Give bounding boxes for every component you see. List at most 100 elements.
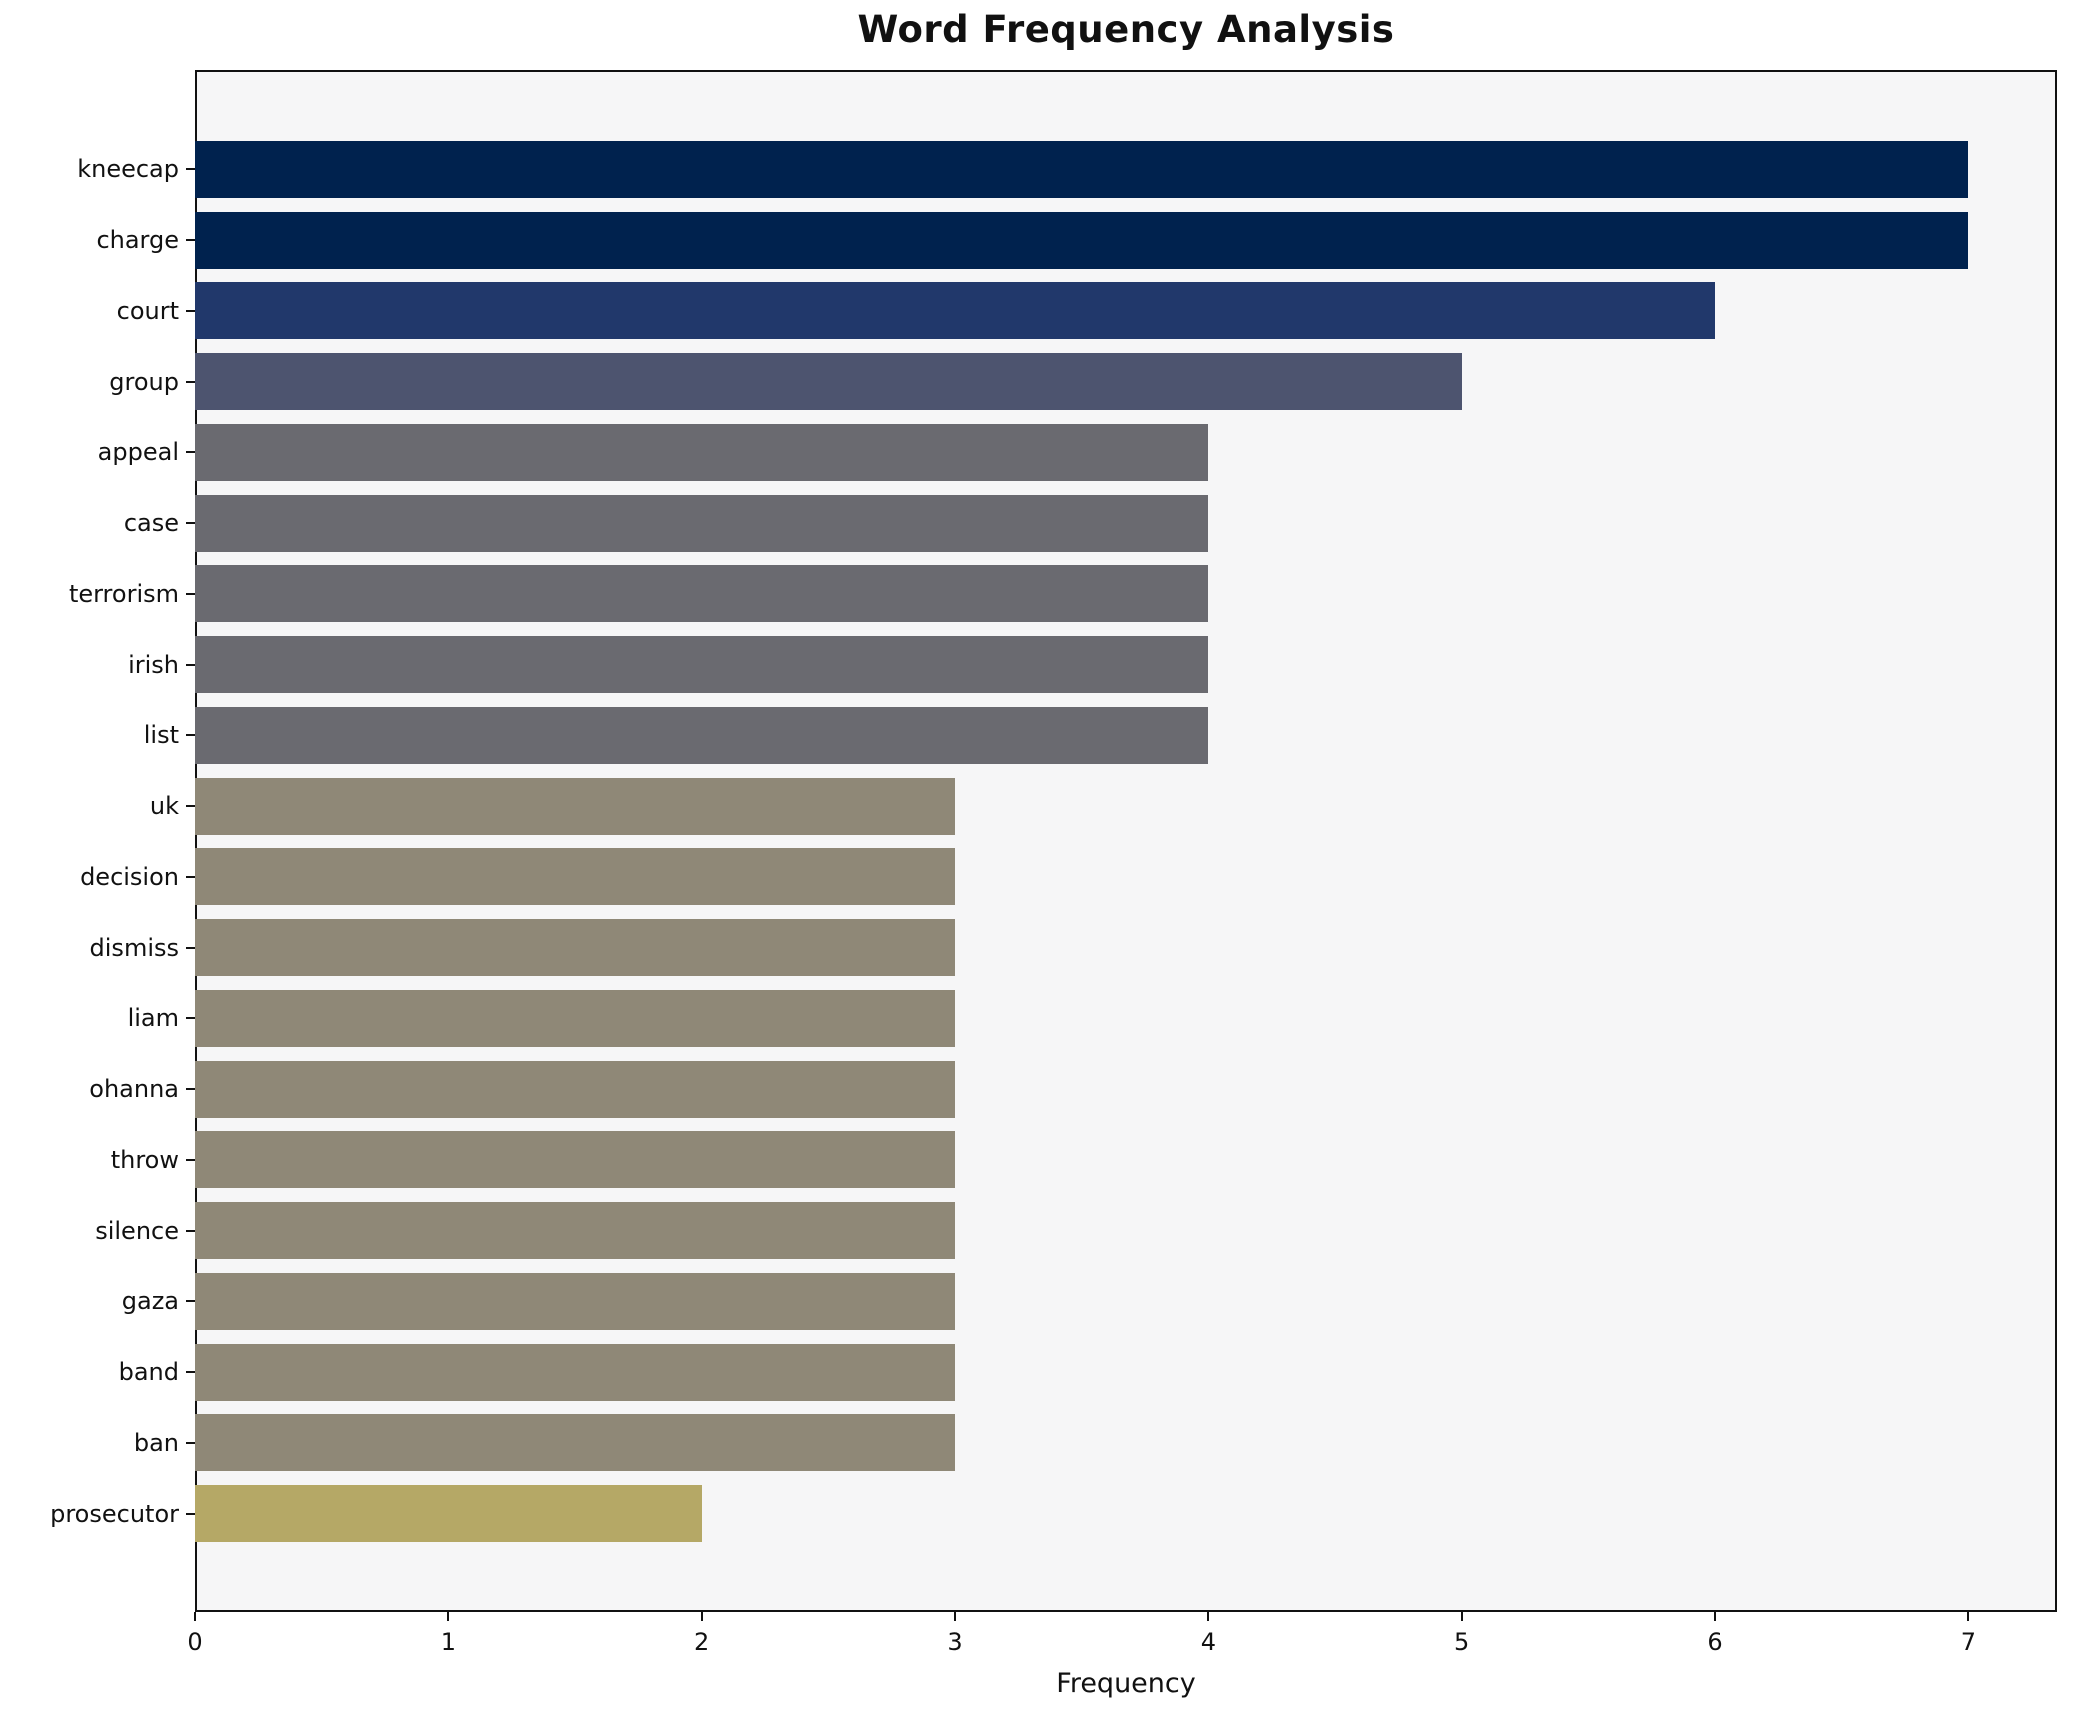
bar [195, 423, 1209, 481]
bar [195, 1414, 955, 1472]
bar-row: decision [0, 842, 2057, 913]
y-tick-label: silence [95, 1216, 179, 1245]
bar-track [195, 346, 2057, 417]
y-axis-label-cell: band [0, 1360, 195, 1384]
bar-track [195, 134, 2057, 205]
bar-track [195, 1266, 2057, 1337]
y-tick-mark [186, 663, 195, 666]
bar-track [195, 912, 2057, 983]
bar [195, 636, 1209, 694]
bar-track [195, 771, 2057, 842]
bar-track [195, 629, 2057, 700]
y-tick-mark [186, 1300, 195, 1303]
bar [195, 1131, 955, 1189]
bar-row: charge [0, 205, 2057, 276]
x-tick-mark [1714, 1612, 1716, 1621]
y-axis-label-cell: dismiss [0, 936, 195, 960]
x-tick-label: 0 [187, 1628, 203, 1656]
x-tick-mark [447, 1612, 450, 1621]
y-tick-label: gaza [121, 1287, 179, 1316]
bar-track [195, 983, 2057, 1054]
y-tick-label: liam [127, 1004, 179, 1033]
bar-track [195, 700, 2057, 771]
bar [195, 282, 1715, 340]
y-axis-label-cell: ohanna [0, 1077, 195, 1101]
y-tick-label: terrorism [68, 579, 179, 608]
bar-track [195, 205, 2057, 276]
bar-row: appeal [0, 417, 2057, 488]
bar [195, 140, 1969, 198]
y-tick-label: band [118, 1358, 179, 1387]
bar-row: dismiss [0, 912, 2057, 983]
bar-row: uk [0, 771, 2057, 842]
y-tick-mark [186, 1229, 195, 1232]
bar-row: court [0, 276, 2057, 347]
bar-row: prosecutor [0, 1478, 2057, 1549]
y-tick-label: kneecap [77, 155, 179, 184]
y-tick-mark [186, 805, 195, 808]
bar-track [195, 276, 2057, 347]
x-tick-label: 5 [1454, 1628, 1470, 1656]
bar [195, 211, 1969, 269]
bar-row: liam [0, 983, 2057, 1054]
bar [195, 1060, 955, 1118]
y-axis-label-cell: group [0, 370, 195, 394]
bar-row: gaza [0, 1266, 2057, 1337]
x-tick-label: 3 [947, 1628, 963, 1656]
x-tick-label: 4 [1200, 1628, 1216, 1656]
x-tick-mark [1460, 1612, 1463, 1621]
y-axis-label-cell: kneecap [0, 157, 195, 181]
bar [195, 1272, 955, 1330]
y-axis-label-cell: decision [0, 865, 195, 889]
y-tick-mark [186, 592, 195, 595]
bar [195, 565, 1209, 623]
x-tick-mark [1967, 1612, 1970, 1621]
x-tick-label: 2 [694, 1628, 710, 1656]
bar-track [195, 1195, 2057, 1266]
bar [195, 777, 955, 835]
y-tick-mark [186, 451, 195, 454]
y-tick-mark [186, 875, 195, 878]
bar [195, 989, 955, 1047]
bar-track [195, 488, 2057, 559]
bar-row: terrorism [0, 559, 2057, 630]
bar-row: kneecap [0, 134, 2057, 205]
x-tick-label: 6 [1707, 1628, 1723, 1656]
y-tick-mark [186, 1017, 195, 1020]
y-axis-label-cell: charge [0, 228, 195, 252]
x-tick-mark [1207, 1612, 1210, 1621]
x-tick-mark [700, 1612, 703, 1621]
y-tick-mark [186, 309, 195, 312]
y-tick-mark [186, 168, 195, 171]
y-tick-label: dismiss [89, 933, 179, 962]
y-tick-mark [186, 380, 195, 383]
chart-title: Word Frequency Analysis [857, 8, 1395, 51]
bar-track [195, 1337, 2057, 1408]
y-tick-mark [186, 1512, 195, 1515]
bar-row: case [0, 488, 2057, 559]
y-tick-label: case [123, 509, 179, 538]
y-tick-label: court [116, 296, 179, 325]
y-axis-label-cell: ban [0, 1431, 195, 1455]
bar [195, 1485, 702, 1543]
bar [195, 706, 1209, 764]
bar-track [195, 417, 2057, 488]
y-tick-mark [186, 1158, 195, 1161]
x-tick-label: 7 [1960, 1628, 1976, 1656]
y-tick-label: decision [80, 862, 179, 891]
y-tick-mark [186, 239, 195, 242]
bar-track [195, 559, 2057, 630]
x-axis-title: Frequency [1056, 1668, 1196, 1699]
bar [195, 1202, 955, 1260]
bar-row: throw [0, 1125, 2057, 1196]
bar-track [195, 842, 2057, 913]
y-tick-label: irish [128, 650, 179, 679]
bar-row: ban [0, 1408, 2057, 1479]
y-tick-label: ban [133, 1428, 179, 1457]
y-tick-mark [186, 1371, 195, 1374]
y-axis-label-cell: irish [0, 653, 195, 677]
y-tick-label: appeal [97, 438, 179, 467]
y-tick-label: group [109, 367, 179, 396]
y-axis-label-cell: silence [0, 1219, 195, 1243]
